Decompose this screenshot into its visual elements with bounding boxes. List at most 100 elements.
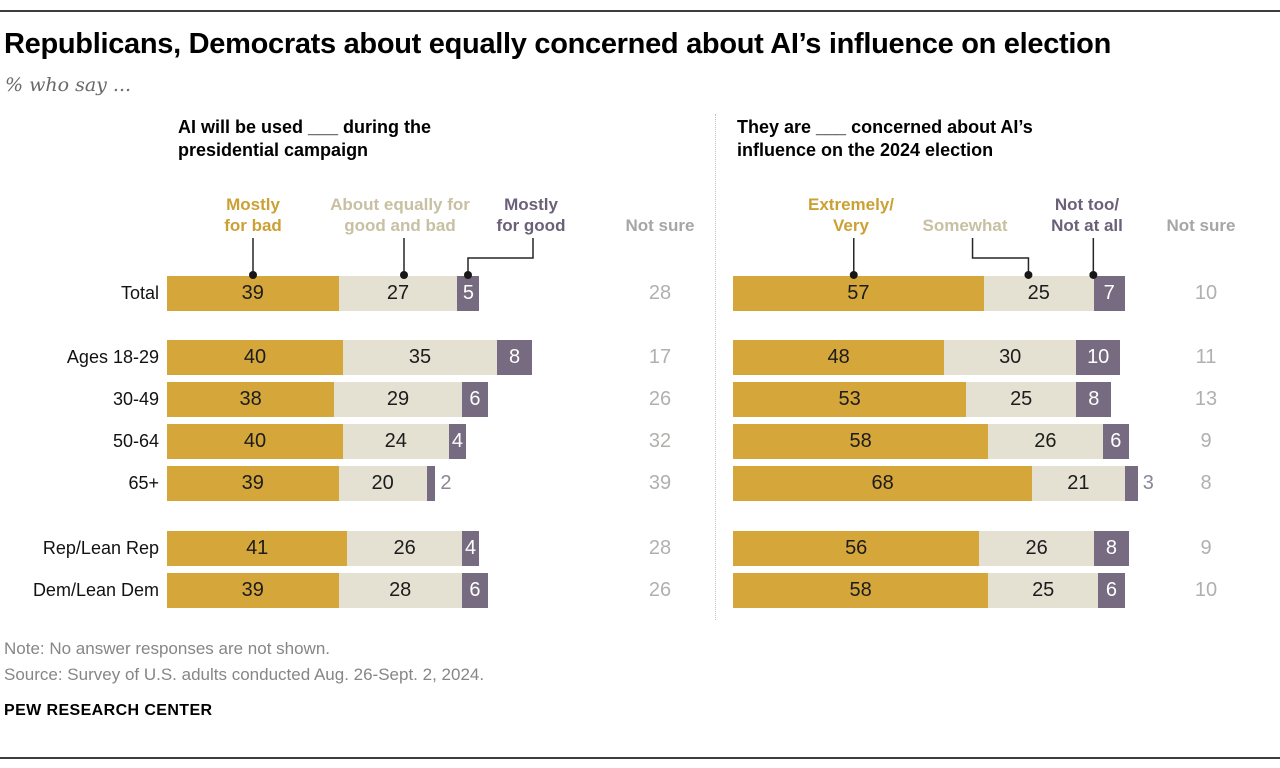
segment-not-too-not-at-all: 10 [1076,340,1121,375]
segment-about-equally: 20 [338,466,427,501]
stacked-bar: 57 25 7 [733,276,1125,311]
segment-extremely-very: 58 [733,573,989,608]
row-label: Rep/Lean Rep [42,538,159,558]
source-text: Source: Survey of U.S. adults conducted … [4,665,485,684]
legend-somewhat: Somewhat [922,216,1008,235]
campaign-row-50-64: 50-64 40 24 4 32 [0,424,715,459]
panel-ai-concern-title: They are ___ concerned about AI’s influen… [737,116,1280,162]
campaign-row-total: Total 39 27 5 28 [0,276,715,311]
segment-somewhat: 25 [966,382,1077,417]
not-sure-value: 10 [1194,579,1218,601]
segment-extremely-very: 48 [733,340,945,375]
campaign-row-rep: Rep/Lean Rep 41 26 4 28 [0,531,715,566]
campaign-rows: Total 39 27 5 28 Ages 18-29 40 35 8 [0,276,715,608]
not-sure-value: 8 [1200,472,1212,494]
segment-mostly-for-bad: 39 [167,573,339,608]
row-label: 65+ [128,473,159,493]
segment-mostly-for-good: 2 [426,466,452,501]
segment-somewhat: 30 [944,340,1077,375]
legend-mostly-for-bad: Mostly for bad [224,195,282,235]
not-sure-value: 26 [648,388,672,410]
stacked-bar: 58 25 6 [733,573,1125,608]
footnotes: Note: No answer responses are not shown.… [0,636,1280,688]
segment-mostly-for-bad: 39 [167,276,339,311]
segment-about-equally: 24 [343,424,449,459]
top-rule [0,10,1280,12]
segment-extremely-very: 68 [733,466,1033,501]
segment-mostly-for-good: 5 [457,276,480,311]
not-sure-value: 9 [1200,537,1212,559]
segment-mostly-for-good: 4 [461,531,480,566]
panel-campaign-use: AI will be used ___ during the presidenti… [0,114,715,620]
segment-mostly-for-bad: 40 [167,424,343,459]
not-sure-value: 17 [648,346,672,368]
stacked-bar: 39 20 2 [167,466,452,501]
not-sure-value: 11 [1195,346,1217,368]
legend-campaign-use: Mostly for bad About equally for good and … [0,162,715,279]
segment-mostly-for-bad: 39 [167,466,339,501]
panel-title-line: AI will be used ___ during the [178,117,432,137]
segment-not-too-not-at-all: 3 [1124,466,1154,501]
note-text: Note: No answer responses are not shown. [4,639,331,658]
concern-row-30-49: 53 25 8 13 [716,382,1280,417]
stacked-bar: 39 27 5 [167,276,480,311]
segment-not-too-not-at-all: 8 [1093,531,1129,566]
campaign-row-65-plus: 65+ 39 20 2 39 [0,466,715,501]
panel-title-line: They are ___ concerned about AI’s [737,117,1033,137]
concern-row-dem: 58 25 6 10 [716,573,1280,608]
bottom-rule [0,757,1280,759]
segment-not-too-not-at-all: 6 [1098,573,1125,608]
segment-extremely-very: 56 [733,531,980,566]
panel-campaign-use-title: AI will be used ___ during the presidenti… [178,116,715,162]
segment-about-equally: 26 [347,531,462,566]
segment-mostly-for-good: 4 [448,424,467,459]
not-sure-value: 32 [648,430,672,452]
segment-mostly-for-good: 6 [461,382,489,417]
not-sure-value: 26 [648,579,672,601]
segment-somewhat: 21 [1032,466,1125,501]
campaign-row-dem: Dem/Lean Dem 39 28 6 26 [0,573,715,608]
not-sure-value: 28 [648,537,672,559]
segment-mostly-for-bad: 41 [167,531,348,566]
row-label: 50-64 [112,431,159,451]
segment-extremely-very: 53 [733,382,967,417]
page-title: Republicans, Democrats about equally con… [4,28,1111,60]
segment-somewhat: 26 [988,424,1103,459]
subtitle: % who say ... [5,74,132,96]
segment-extremely-very: 58 [733,424,989,459]
legend-connector-lines [849,238,1098,279]
row-label: Dem/Lean Dem [32,580,159,600]
segment-somewhat: 25 [983,276,1094,311]
row-label: Ages 18-29 [66,347,159,367]
segment-not-too-not-at-all: 6 [1102,424,1129,459]
legend-about-equally: About equally for good and bad [330,195,470,235]
segment-about-equally: 35 [343,340,497,375]
segment-mostly-for-bad: 40 [167,340,343,375]
not-sure-value: 9 [1200,430,1212,452]
concern-rows: 57 25 7 10 48 30 10 11 53 [716,276,1280,608]
chart-panels: AI will be used ___ during the presidenti… [0,114,1280,620]
segment-not-too-not-at-all: 7 [1093,276,1125,311]
not-sure-value: 10 [1194,282,1218,304]
stacked-bar: 39 28 6 [167,573,489,608]
not-sure-value: 39 [648,472,672,494]
stacked-bar: 48 30 10 [733,340,1121,375]
campaign-row-30-49: 30-49 38 29 6 26 [0,382,715,417]
row-label: 30-49 [112,389,159,409]
segment-mostly-for-good: 8 [497,340,533,375]
concern-row-65-plus: 68 21 3 8 [716,466,1280,501]
legend-connector-lines [249,238,534,279]
not-sure-value: 13 [1194,388,1218,410]
panel-ai-concern: They are ___ concerned about AI’s influen… [715,114,1280,620]
row-label: Total [120,283,159,303]
segment-mostly-for-good: 6 [461,573,489,608]
stacked-bar: 40 24 4 [167,424,467,459]
segment-not-too-not-at-all: 8 [1076,382,1112,417]
panel-title-line: influence on the 2024 election [737,140,994,160]
concern-row-ages-18-29: 48 30 10 11 [716,340,1280,375]
stacked-bar: 68 21 3 [733,466,1154,501]
concern-row-total: 57 25 7 10 [716,276,1280,311]
stacked-bar: 58 26 6 [733,424,1129,459]
segment-somewhat: 26 [979,531,1094,566]
